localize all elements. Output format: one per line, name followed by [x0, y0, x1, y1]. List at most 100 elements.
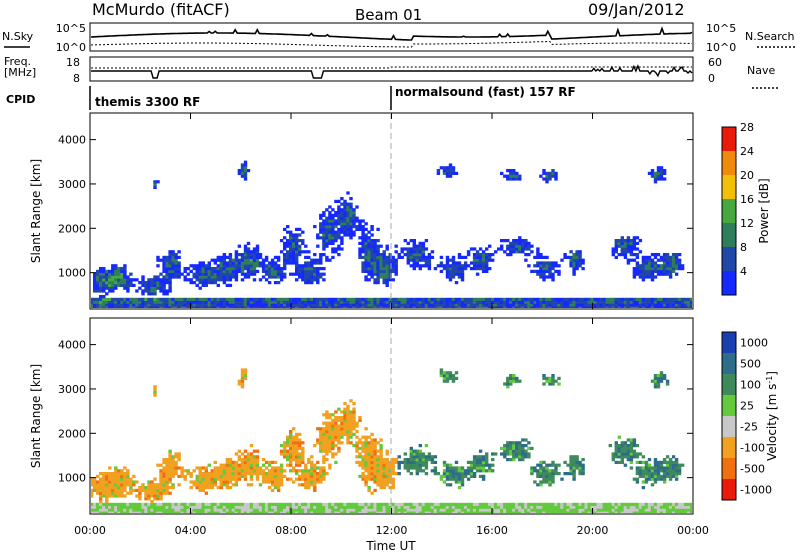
- power-cell: [334, 300, 338, 304]
- velocity-cell: [545, 474, 549, 478]
- velocity-cell: [325, 508, 329, 512]
- power-cell: [406, 253, 410, 257]
- velocity-cell: [361, 505, 365, 509]
- power-cell: [376, 278, 380, 282]
- power-cell: [617, 239, 621, 243]
- power-cell: [485, 253, 489, 257]
- velocity-cell: [325, 421, 329, 425]
- power-cell: [379, 244, 383, 248]
- velocity-cell: [373, 477, 377, 481]
- velocity-cell: [355, 446, 359, 450]
- power-cell: [171, 253, 175, 257]
- velocity-cell: [240, 374, 245, 378]
- power-cell: [331, 250, 335, 254]
- power-cell: [674, 297, 679, 301]
- velocity-cell: [397, 508, 401, 512]
- velocity-cell: [358, 505, 362, 509]
- velocity-cell: [340, 432, 344, 436]
- velocity-cell: [304, 477, 308, 481]
- velocity-cell: [349, 424, 353, 428]
- power-cell: [279, 297, 284, 301]
- power-cell: [313, 261, 317, 265]
- power-cell: [382, 281, 386, 285]
- velocity-cell: [656, 472, 661, 476]
- velocity-cell: [322, 469, 326, 473]
- velocity-cell: [249, 458, 254, 462]
- power-cell: [469, 300, 474, 304]
- velocity-cell: [509, 376, 513, 380]
- velocity-cell: [162, 488, 166, 492]
- power-cell: [286, 303, 290, 307]
- power-cell: [412, 253, 416, 257]
- colorbar-tick-label: -500: [740, 463, 765, 476]
- power-cell: [548, 264, 552, 268]
- velocity-cell: [123, 494, 127, 498]
- velocity-cell: [123, 483, 127, 487]
- velocity-cell: [638, 472, 643, 476]
- power-cell: [292, 250, 296, 254]
- power-cell: [494, 306, 498, 308]
- velocity-cell: [677, 505, 682, 509]
- velocity-cell: [418, 508, 422, 512]
- velocity-cell: [506, 446, 510, 450]
- power-cell: [316, 261, 320, 265]
- power-cell: [289, 244, 293, 248]
- power-cell: [400, 255, 404, 259]
- power-cell: [394, 258, 398, 262]
- velocity-cell: [367, 446, 371, 450]
- power-cell: [394, 244, 398, 248]
- velocity-cell: [427, 458, 432, 462]
- power-cell: [364, 306, 368, 308]
- power-cell: [536, 297, 540, 301]
- velocity-cell: [515, 449, 519, 453]
- power-cell: [334, 239, 338, 243]
- velocity-cell: [150, 500, 154, 504]
- velocity-cell: [448, 472, 453, 476]
- velocity-cell: [539, 460, 543, 464]
- power-cell: [93, 275, 97, 279]
- velocity-cell: [454, 469, 459, 473]
- power-cell: [331, 297, 335, 301]
- power-cell: [545, 174, 549, 178]
- power-cell: [382, 255, 386, 259]
- velocity-cell: [162, 474, 166, 478]
- velocity-cell: [165, 466, 169, 470]
- velocity-cell: [566, 463, 570, 467]
- velocity-cell: [475, 463, 480, 467]
- power-cell: [367, 297, 371, 301]
- power-cell: [255, 264, 260, 268]
- velocity-cell: [662, 511, 667, 513]
- velocity-cell: [445, 511, 450, 513]
- power-cell: [506, 169, 510, 173]
- power-cell: [279, 303, 284, 307]
- power-cell: [677, 297, 682, 301]
- velocity-cell: [270, 477, 275, 481]
- velocity-cell: [162, 483, 166, 487]
- power-cell: [602, 300, 606, 304]
- velocity-cell: [114, 483, 118, 487]
- power-cell: [295, 239, 299, 243]
- power-cell: [680, 306, 685, 308]
- power-cell: [198, 278, 202, 282]
- velocity-cell: [337, 502, 341, 506]
- velocity-cell: [162, 511, 166, 513]
- velocity-cell: [548, 477, 552, 481]
- velocity-cell: [156, 463, 160, 467]
- power-cell: [370, 239, 374, 243]
- velocity-cell: [373, 474, 377, 478]
- velocity-cell: [518, 446, 522, 450]
- power-cell: [337, 222, 341, 226]
- velocity-cell: [364, 480, 368, 484]
- power-cell: [349, 202, 353, 206]
- velocity-cell: [165, 505, 169, 509]
- velocity-cell: [153, 385, 157, 389]
- power-cell: [418, 241, 422, 245]
- power-cell: [494, 303, 498, 307]
- power-cell: [551, 169, 555, 173]
- velocity-cell: [545, 466, 549, 470]
- power-cell: [267, 269, 272, 273]
- velocity-cell: [632, 505, 637, 509]
- velocity-cell: [210, 469, 214, 473]
- velocity-cell: [364, 458, 368, 462]
- power-cell: [129, 297, 133, 301]
